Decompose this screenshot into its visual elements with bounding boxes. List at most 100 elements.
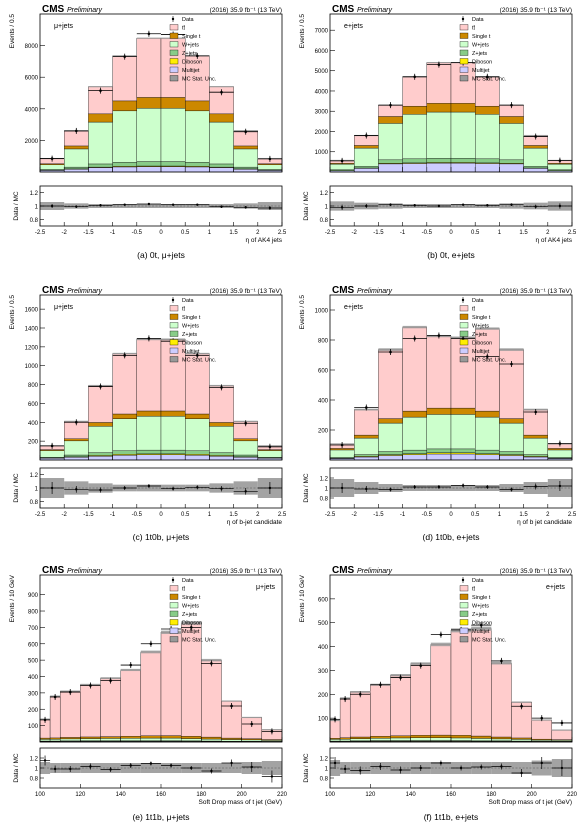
ratio-point bbox=[171, 487, 175, 490]
data-point bbox=[250, 722, 254, 726]
data-point bbox=[558, 159, 562, 162]
stack-bar bbox=[339, 738, 351, 742]
x-tick-label: 2 bbox=[546, 512, 550, 518]
panel-caption: (f) 1t1b, e+jets bbox=[424, 812, 479, 822]
stack-bar bbox=[136, 166, 162, 173]
series-tt- bbox=[39, 339, 283, 450]
ratio-point bbox=[413, 204, 416, 207]
mc-unc-band bbox=[209, 86, 234, 88]
ratio-point bbox=[147, 484, 151, 488]
stack-bar bbox=[547, 448, 573, 451]
stack-bar bbox=[499, 418, 524, 424]
data-point bbox=[244, 130, 247, 134]
ratio-y-tick-label: 1 bbox=[35, 487, 39, 493]
stack-bar bbox=[209, 452, 234, 456]
stack-bar bbox=[64, 145, 89, 150]
lumi-label: (2016) 35.9 fb⁻¹ (13 TeV) bbox=[500, 7, 572, 14]
cms-label: CMS bbox=[332, 285, 355, 296]
y-tick-label: 600 bbox=[318, 369, 329, 375]
legend-label: Z+jets bbox=[472, 332, 487, 338]
stack-bar bbox=[470, 628, 492, 737]
ratio-point bbox=[365, 487, 368, 491]
y-axis-label: Events / 0.5 bbox=[299, 14, 306, 49]
x-tick-label: -1.5 bbox=[83, 230, 94, 236]
data-point bbox=[99, 385, 102, 388]
ratio-y-axis-label: Data / MC bbox=[13, 473, 20, 503]
legend-swatch bbox=[459, 627, 469, 634]
legend-label: Z+jets bbox=[472, 612, 487, 618]
stack-bar bbox=[64, 166, 89, 170]
ratio-point bbox=[486, 204, 489, 207]
channel-label: e+jets bbox=[344, 23, 363, 30]
stack-bar bbox=[547, 449, 573, 458]
legend-swatch bbox=[169, 585, 179, 592]
stack-bar bbox=[112, 110, 137, 163]
legend-label: Single t bbox=[472, 34, 491, 40]
ratio-point bbox=[389, 488, 392, 491]
stack-bar bbox=[160, 737, 182, 741]
data-point bbox=[365, 134, 368, 137]
stack-bar bbox=[354, 166, 379, 169]
x-tick-label: 1.5 bbox=[519, 230, 528, 236]
stack-bar bbox=[160, 161, 186, 167]
channel-label: μ+jets bbox=[256, 584, 276, 591]
legend-label: MC Stat. Unc. bbox=[472, 77, 507, 83]
x-tick-label: 2 bbox=[256, 230, 260, 236]
stack-bar bbox=[523, 145, 548, 149]
panel-caption: (a) 0t, μ+jets bbox=[137, 250, 185, 260]
ratio-point bbox=[480, 765, 483, 769]
legend-marker bbox=[461, 298, 465, 302]
stack-bar bbox=[349, 738, 371, 741]
stack-bar bbox=[160, 735, 182, 739]
y-tick-label: 3000 bbox=[315, 110, 329, 116]
stack-bar bbox=[523, 434, 548, 439]
ratio-point bbox=[129, 764, 132, 767]
ratio-point bbox=[123, 486, 126, 490]
legend-label: Diboson bbox=[182, 60, 202, 66]
legend-swatch bbox=[459, 636, 469, 643]
mc-unc-band bbox=[221, 700, 242, 702]
ratio-y-tick-label: 1.2 bbox=[30, 473, 39, 479]
y-tick-label: 100 bbox=[318, 717, 329, 723]
stack-bar bbox=[88, 113, 113, 123]
ratio-point bbox=[75, 488, 78, 491]
stack-bar bbox=[402, 114, 427, 160]
stack-bar bbox=[329, 739, 341, 742]
x-tick-label: -2.5 bbox=[325, 230, 336, 236]
ratio-point bbox=[560, 766, 564, 770]
stack-bar bbox=[329, 720, 341, 739]
panel-caption: (d) 1t0b, e+jets bbox=[423, 532, 480, 542]
stack-bar bbox=[100, 736, 121, 739]
y-tick-label: 600 bbox=[28, 402, 39, 408]
x-tick-label: 0 bbox=[159, 230, 163, 236]
preliminary-label: Preliminary bbox=[357, 7, 393, 14]
ratio-y-tick-label: 1.2 bbox=[320, 191, 329, 197]
stack-bar bbox=[491, 736, 512, 740]
data-point bbox=[268, 445, 272, 449]
x-axis-label: η of AK4 jets bbox=[246, 237, 283, 244]
stack-bar bbox=[120, 738, 142, 741]
stack-bar bbox=[390, 737, 411, 741]
stack-bar bbox=[378, 159, 403, 164]
stack-bar bbox=[112, 450, 137, 455]
series-w-jets bbox=[39, 415, 283, 458]
stack-bar bbox=[185, 413, 210, 419]
data-point bbox=[461, 337, 465, 340]
y-tick-label: 700 bbox=[28, 626, 39, 632]
data-point bbox=[147, 32, 151, 36]
ratio-point bbox=[147, 202, 151, 206]
ratio-y-tick-label: 0.8 bbox=[30, 500, 39, 506]
preliminary-label: Preliminary bbox=[357, 568, 393, 575]
stack-bar bbox=[410, 735, 432, 738]
preliminary-label: Preliminary bbox=[357, 288, 393, 295]
x-tick-label: -0.5 bbox=[132, 512, 143, 518]
y-tick-label: 900 bbox=[28, 593, 39, 599]
x-tick-label: 120 bbox=[75, 792, 86, 798]
stack-bar bbox=[402, 105, 427, 115]
x-axis-label: Soft Drop mass of t jet (GeV) bbox=[199, 799, 282, 806]
series-w-jets bbox=[329, 111, 573, 170]
legend-swatch bbox=[459, 32, 469, 39]
data-point bbox=[534, 135, 537, 138]
stack-bar bbox=[475, 76, 500, 107]
x-tick-label: 0.5 bbox=[471, 230, 480, 236]
